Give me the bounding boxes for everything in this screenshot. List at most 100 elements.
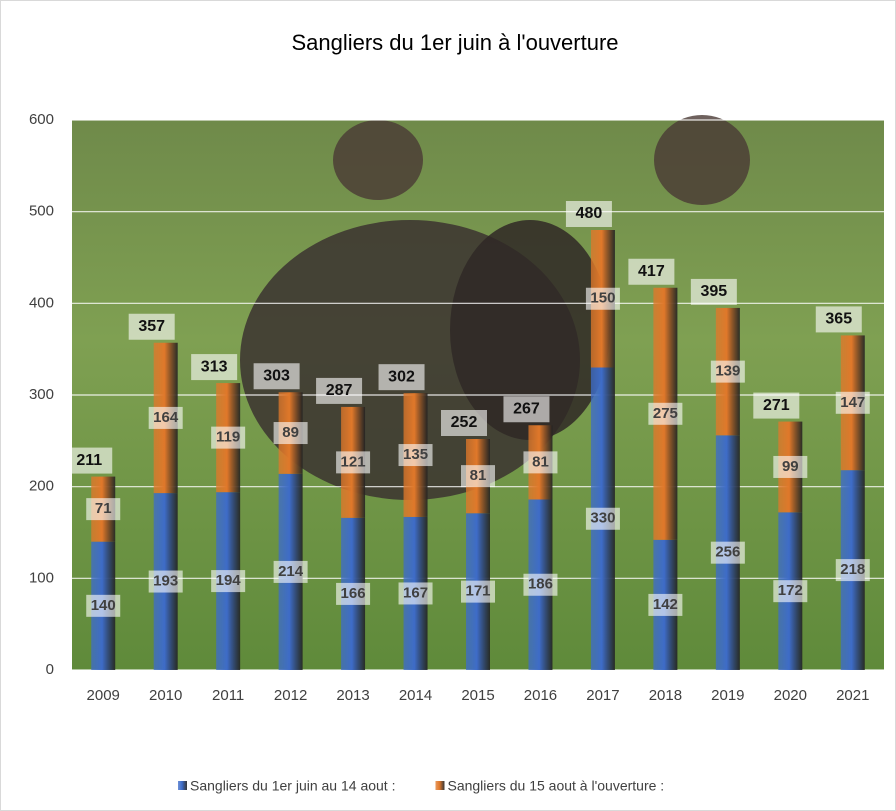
label-bg bbox=[273, 422, 308, 445]
value-label: 119 bbox=[216, 429, 240, 446]
value-label: 139 bbox=[715, 363, 740, 380]
y-tick-label: 300 bbox=[29, 386, 54, 403]
label-bg bbox=[773, 580, 808, 603]
label-bg bbox=[86, 594, 121, 617]
value-label: 81 bbox=[470, 467, 487, 484]
value-label: 89 bbox=[282, 424, 299, 441]
label-bg bbox=[523, 451, 558, 474]
label-bg bbox=[690, 278, 737, 305]
total-label: 365 bbox=[825, 311, 852, 328]
total-label: 302 bbox=[388, 368, 415, 385]
value-label: 81 bbox=[532, 453, 549, 470]
y-tick-label: 0 bbox=[46, 661, 54, 678]
value-label: 193 bbox=[153, 573, 178, 590]
label-bg bbox=[503, 396, 550, 423]
boar-distant bbox=[333, 120, 423, 200]
label-bg bbox=[253, 363, 300, 390]
label-bg bbox=[628, 258, 675, 285]
label-bg bbox=[211, 570, 246, 593]
x-tick-label: 2009 bbox=[87, 687, 120, 704]
label-bg bbox=[523, 573, 558, 596]
value-label: 167 bbox=[403, 584, 428, 601]
label-bg bbox=[710, 541, 745, 564]
label-bg bbox=[273, 560, 308, 583]
total-label: 271 bbox=[763, 397, 790, 414]
y-tick-label: 500 bbox=[29, 203, 54, 220]
y-tick-label: 400 bbox=[29, 294, 54, 311]
total-label: 252 bbox=[451, 414, 478, 431]
label-bg bbox=[398, 582, 433, 605]
total-label: 267 bbox=[513, 400, 540, 417]
total-label: 287 bbox=[326, 382, 353, 399]
value-label: 256 bbox=[715, 544, 740, 561]
value-label: 218 bbox=[840, 561, 865, 578]
label-bg bbox=[441, 410, 487, 436]
value-label: 135 bbox=[403, 446, 428, 463]
value-label: 164 bbox=[153, 409, 179, 426]
x-tick-label: 2015 bbox=[461, 687, 494, 704]
x-tick-label: 2018 bbox=[649, 687, 682, 704]
x-tick-label: 2014 bbox=[399, 687, 432, 704]
label-bg bbox=[835, 391, 870, 414]
label-bg bbox=[815, 306, 862, 333]
value-label: 214 bbox=[278, 563, 304, 580]
value-label: 150 bbox=[590, 290, 615, 307]
label-bg bbox=[710, 360, 745, 383]
total-label: 211 bbox=[76, 452, 102, 469]
total-label: 417 bbox=[638, 263, 665, 280]
x-tick-label: 2013 bbox=[336, 687, 369, 704]
value-label: 194 bbox=[216, 572, 242, 589]
value-label: 330 bbox=[590, 510, 615, 527]
label-bg bbox=[316, 377, 363, 404]
boar-distant bbox=[654, 115, 750, 205]
total-label: 357 bbox=[138, 318, 165, 335]
value-label: 147 bbox=[840, 394, 865, 411]
legend-label: Sangliers du 1er juin au 14 aout : bbox=[190, 778, 395, 794]
label-bg bbox=[773, 455, 808, 478]
x-tick-label: 2010 bbox=[149, 687, 182, 704]
value-label: 71 bbox=[95, 500, 112, 517]
label-bg bbox=[66, 447, 113, 474]
x-tick-label: 2011 bbox=[212, 687, 244, 704]
x-tick-label: 2017 bbox=[586, 687, 619, 704]
y-tick-label: 100 bbox=[29, 569, 54, 586]
legend-label: Sangliers du 15 aout à l'ouverture : bbox=[447, 778, 664, 794]
value-label: 171 bbox=[465, 583, 490, 600]
label-bg bbox=[336, 451, 371, 474]
legend-swatch bbox=[435, 781, 445, 790]
total-label: 480 bbox=[576, 205, 603, 222]
x-tick-label: 2020 bbox=[774, 687, 807, 704]
label-bg bbox=[753, 392, 800, 419]
total-label: 395 bbox=[700, 283, 727, 300]
label-bg bbox=[378, 364, 425, 391]
label-bg bbox=[86, 498, 121, 521]
chart-title: Sangliers du 1er juin à l'ouverture bbox=[291, 30, 618, 55]
label-bg bbox=[835, 559, 870, 582]
total-label: 303 bbox=[263, 367, 290, 384]
label-bg bbox=[585, 507, 620, 530]
x-tick-label: 2016 bbox=[524, 687, 557, 704]
value-label: 172 bbox=[778, 582, 803, 599]
label-bg bbox=[336, 582, 371, 605]
label-bg bbox=[191, 354, 238, 381]
x-tick-label: 2019 bbox=[711, 687, 744, 704]
label-bg bbox=[128, 313, 175, 340]
label-bg bbox=[648, 402, 683, 425]
label-bg bbox=[148, 570, 183, 593]
value-label: 99 bbox=[782, 458, 799, 475]
label-bg bbox=[148, 406, 183, 429]
label-bg bbox=[648, 593, 683, 616]
value-label: 166 bbox=[341, 585, 366, 602]
value-label: 186 bbox=[528, 576, 553, 593]
value-label: 140 bbox=[91, 597, 116, 614]
total-label: 313 bbox=[201, 358, 228, 375]
value-label: 121 bbox=[341, 453, 366, 470]
label-bg bbox=[398, 444, 433, 467]
label-bg bbox=[585, 287, 620, 310]
value-label: 275 bbox=[653, 405, 678, 422]
label-bg bbox=[565, 201, 612, 227]
label-bg bbox=[461, 465, 495, 488]
boar-head bbox=[450, 220, 610, 440]
value-label: 142 bbox=[653, 596, 678, 613]
